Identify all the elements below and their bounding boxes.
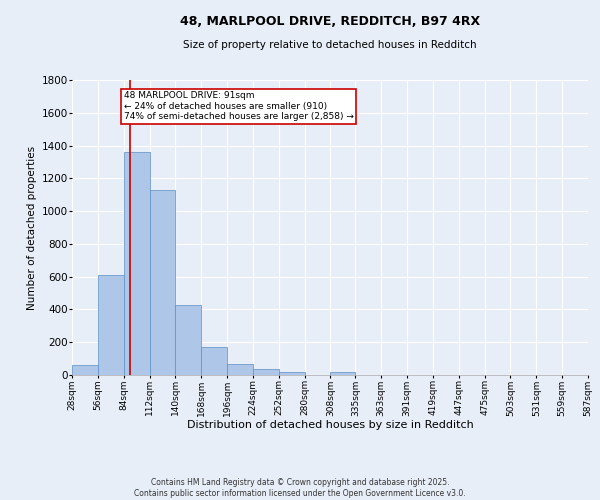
Bar bbox=[124, 152, 149, 375]
X-axis label: Distribution of detached houses by size in Redditch: Distribution of detached houses by size … bbox=[187, 420, 473, 430]
Bar bbox=[227, 364, 253, 375]
Bar bbox=[149, 190, 175, 375]
Bar bbox=[253, 370, 279, 375]
Bar bbox=[175, 304, 201, 375]
Bar bbox=[331, 372, 355, 375]
Text: Contains HM Land Registry data © Crown copyright and database right 2025.
Contai: Contains HM Land Registry data © Crown c… bbox=[134, 478, 466, 498]
Text: 48, MARLPOOL DRIVE, REDDITCH, B97 4RX: 48, MARLPOOL DRIVE, REDDITCH, B97 4RX bbox=[180, 15, 480, 28]
Bar bbox=[98, 275, 124, 375]
Text: 48 MARLPOOL DRIVE: 91sqm
← 24% of detached houses are smaller (910)
74% of semi-: 48 MARLPOOL DRIVE: 91sqm ← 24% of detach… bbox=[124, 92, 353, 122]
Bar bbox=[72, 365, 98, 375]
Bar bbox=[201, 347, 227, 375]
Y-axis label: Number of detached properties: Number of detached properties bbox=[28, 146, 37, 310]
Text: Size of property relative to detached houses in Redditch: Size of property relative to detached ho… bbox=[183, 40, 477, 50]
Bar bbox=[279, 372, 305, 375]
